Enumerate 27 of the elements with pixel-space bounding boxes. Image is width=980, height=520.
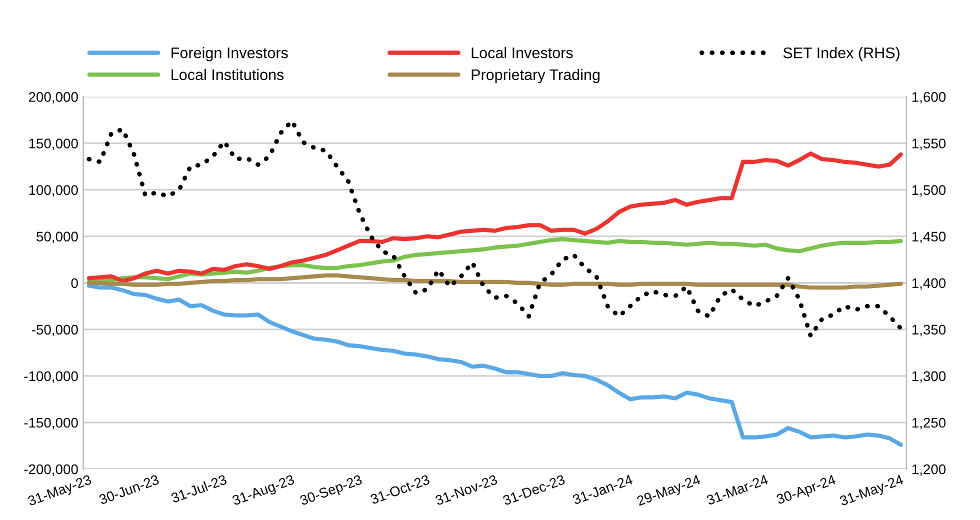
- y2-tick-label: 1,400: [912, 278, 946, 290]
- y-tick-label: 0: [71, 278, 78, 288]
- y2-tick-label: 1,300: [912, 371, 946, 383]
- legend-label: Local Institutions: [172, 68, 284, 80]
- y-tick-label: -200,000: [24, 464, 78, 476]
- legend-label: Local Investors: [472, 47, 573, 58]
- line-series: [86, 151, 903, 284]
- y2-tick-label: 1,500: [912, 185, 946, 197]
- y-tick-label: -100,000: [24, 371, 78, 383]
- y2-tick-label: 1,350: [912, 324, 946, 336]
- y2-tick-label: 1,450: [912, 232, 946, 244]
- y2-tick-label: 1,550: [912, 138, 946, 150]
- legend-label: SET Index (RHS): [783, 47, 900, 62]
- legend-label: Proprietary Trading: [472, 68, 600, 84]
- line-series: [86, 284, 903, 447]
- line-series: [86, 237, 903, 284]
- line-series: [86, 273, 903, 290]
- y2-tick-label: 1,600: [912, 92, 946, 104]
- y-tick-label: -50,000: [32, 324, 78, 336]
- y2-tick-label: 1,250: [912, 418, 946, 430]
- y-tick-label: 200,000: [28, 92, 78, 104]
- y-tick-label: 150,000: [29, 138, 78, 150]
- y-tick-label: -150,000: [24, 418, 78, 430]
- legend-label: Foreign Investors: [172, 47, 288, 62]
- y-tick-label: 50,000: [36, 232, 78, 244]
- y2-tick-label: 1,200: [912, 464, 946, 476]
- y-tick-label: 100,000: [29, 185, 78, 197]
